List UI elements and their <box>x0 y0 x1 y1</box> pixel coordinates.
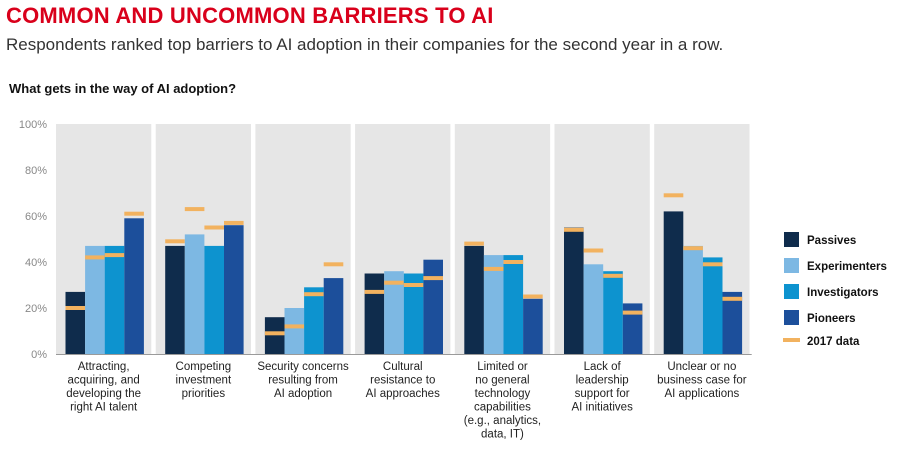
chart-question: What gets in the way of AI adoption? <box>9 81 237 96</box>
marker-2017 <box>603 273 623 278</box>
y-tick-label: 60% <box>25 211 47 223</box>
y-tick-label: 0% <box>31 349 47 361</box>
marker-2017 <box>184 207 205 212</box>
bar <box>583 264 604 354</box>
bar <box>165 245 185 354</box>
bar <box>264 317 285 354</box>
marker-2017 <box>483 266 504 271</box>
legend-label: 2017 data <box>807 336 860 348</box>
y-tick-label: 100% <box>19 119 47 131</box>
category-label: Cultural resistance to AI approaches <box>366 361 440 400</box>
legend-swatch <box>784 232 799 247</box>
marker-2017 <box>264 331 285 336</box>
bar <box>564 227 584 354</box>
marker-2017 <box>104 253 125 258</box>
marker-2017 <box>663 193 684 198</box>
category-label: Limited or no general technology capabiliti… <box>464 361 541 441</box>
y-tick-label: 20% <box>25 303 47 315</box>
legend-swatch <box>784 310 799 325</box>
marker-2017 <box>304 292 324 297</box>
marker-2017 <box>423 276 443 281</box>
page-title: COMMON AND UNCOMMON BARRIERS TO AI <box>6 3 494 28</box>
bar <box>423 259 443 354</box>
bar <box>722 291 743 354</box>
bar <box>503 255 524 354</box>
bar <box>65 291 86 354</box>
marker-2017 <box>65 306 86 310</box>
legend-label: Investigators <box>807 287 879 299</box>
marker-2017 <box>85 255 105 260</box>
marker-2017 <box>464 241 484 246</box>
bar <box>124 218 144 354</box>
category-label: Attracting, acquiring, and developing the r… <box>66 361 141 414</box>
bar <box>702 257 723 354</box>
bar <box>224 225 244 354</box>
bar <box>204 245 224 354</box>
marker-2017 <box>503 260 524 264</box>
bar <box>364 273 385 354</box>
marker-2017 <box>384 280 404 285</box>
marker-2017 <box>364 289 385 294</box>
bar <box>284 308 305 354</box>
legend-swatch <box>784 284 799 299</box>
bar <box>483 255 504 354</box>
marker-2017 <box>284 324 305 329</box>
bar <box>85 245 105 354</box>
marker-2017 <box>583 248 604 253</box>
bar <box>464 245 484 354</box>
category-label: Security concerns resulting from AI adopti… <box>257 361 349 400</box>
y-tick-label: 40% <box>25 257 47 269</box>
legend-label: Passives <box>807 235 856 247</box>
legend-label: Pioneers <box>807 313 856 325</box>
category-label: Competing investment priorities <box>176 361 232 400</box>
page-subtitle: Respondents ranked top barriers to AI ad… <box>6 35 724 54</box>
marker-2017 <box>702 262 723 267</box>
bar <box>323 278 344 354</box>
bar <box>523 298 543 354</box>
bar <box>384 271 404 354</box>
category-label: Lack of leadership support for AI initiativ… <box>571 361 633 414</box>
marker-2017 <box>165 239 185 244</box>
bar <box>304 287 324 354</box>
legend-swatch <box>784 258 799 273</box>
bar <box>603 271 623 354</box>
marker-2017 <box>523 294 543 299</box>
marker-2017 <box>622 310 643 315</box>
bar <box>663 211 684 354</box>
bar <box>184 234 205 354</box>
bar <box>403 273 424 354</box>
marker-2017 <box>564 227 584 232</box>
legend-marker-2017 <box>783 338 800 342</box>
marker-2017 <box>124 211 144 216</box>
bar <box>683 245 703 354</box>
marker-2017 <box>722 296 743 301</box>
marker-2017 <box>403 283 424 287</box>
marker-2017 <box>683 246 703 251</box>
marker-2017 <box>204 225 224 230</box>
bar <box>622 303 643 354</box>
marker-2017 <box>224 220 244 225</box>
marker-2017 <box>323 262 344 267</box>
legend-label: Experimenters <box>807 261 887 273</box>
category-label: Unclear or no business case for AI applica… <box>657 361 747 400</box>
bar <box>104 245 125 354</box>
y-tick-label: 80% <box>25 165 47 177</box>
